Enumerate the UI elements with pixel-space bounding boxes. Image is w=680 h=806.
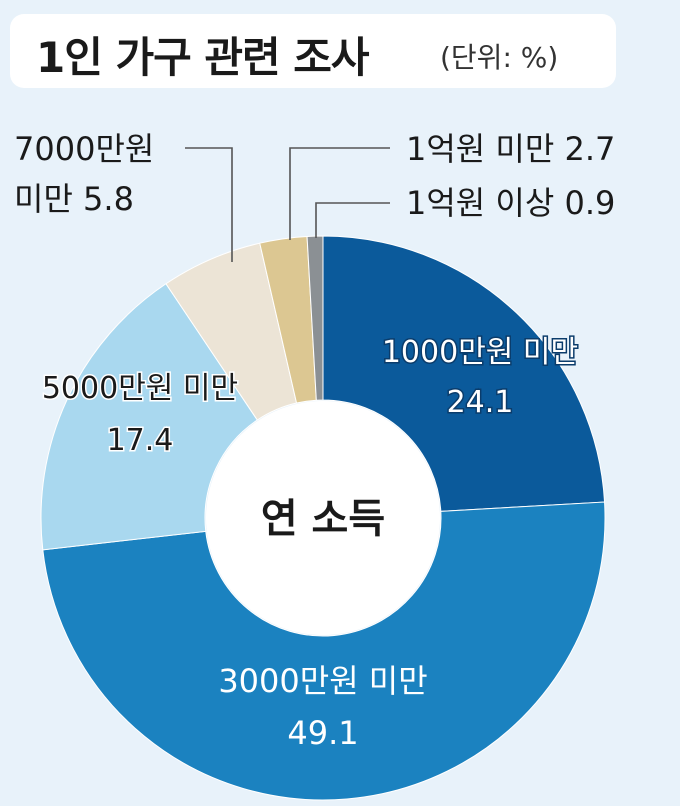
slice-5: [306, 235, 324, 401]
donut-center: [206, 401, 440, 635]
slice-label: 1억원 이상 0.9: [406, 184, 615, 222]
leader-line: [315, 202, 390, 238]
leader-line: [185, 147, 233, 262]
slice-label: 1000만원 미만: [382, 335, 578, 370]
slice-label: 5000만원 미만: [42, 371, 238, 406]
slice-value: 24.1: [447, 385, 514, 420]
slice-label: 3000만원 미만: [218, 662, 427, 700]
slice-1: [42, 501, 606, 801]
slice-label: 7000만원: [14, 130, 154, 168]
center-label: 연 소득: [261, 496, 385, 542]
slice-0: [322, 235, 606, 512]
slice-value: 49.1: [287, 714, 358, 752]
leader-line: [289, 147, 390, 240]
title-box: 1인 가구 관련 조사 (단위: %): [10, 14, 616, 88]
slice-value: 17.4: [107, 423, 174, 458]
chart-title: 1인 가구 관련 조사: [36, 33, 370, 82]
unit-label: (단위: %): [440, 41, 559, 74]
slice-label: 1억원 미만 2.7: [406, 130, 615, 168]
slice-2: [40, 283, 258, 551]
slice-value: 미만 5.8: [14, 180, 134, 218]
